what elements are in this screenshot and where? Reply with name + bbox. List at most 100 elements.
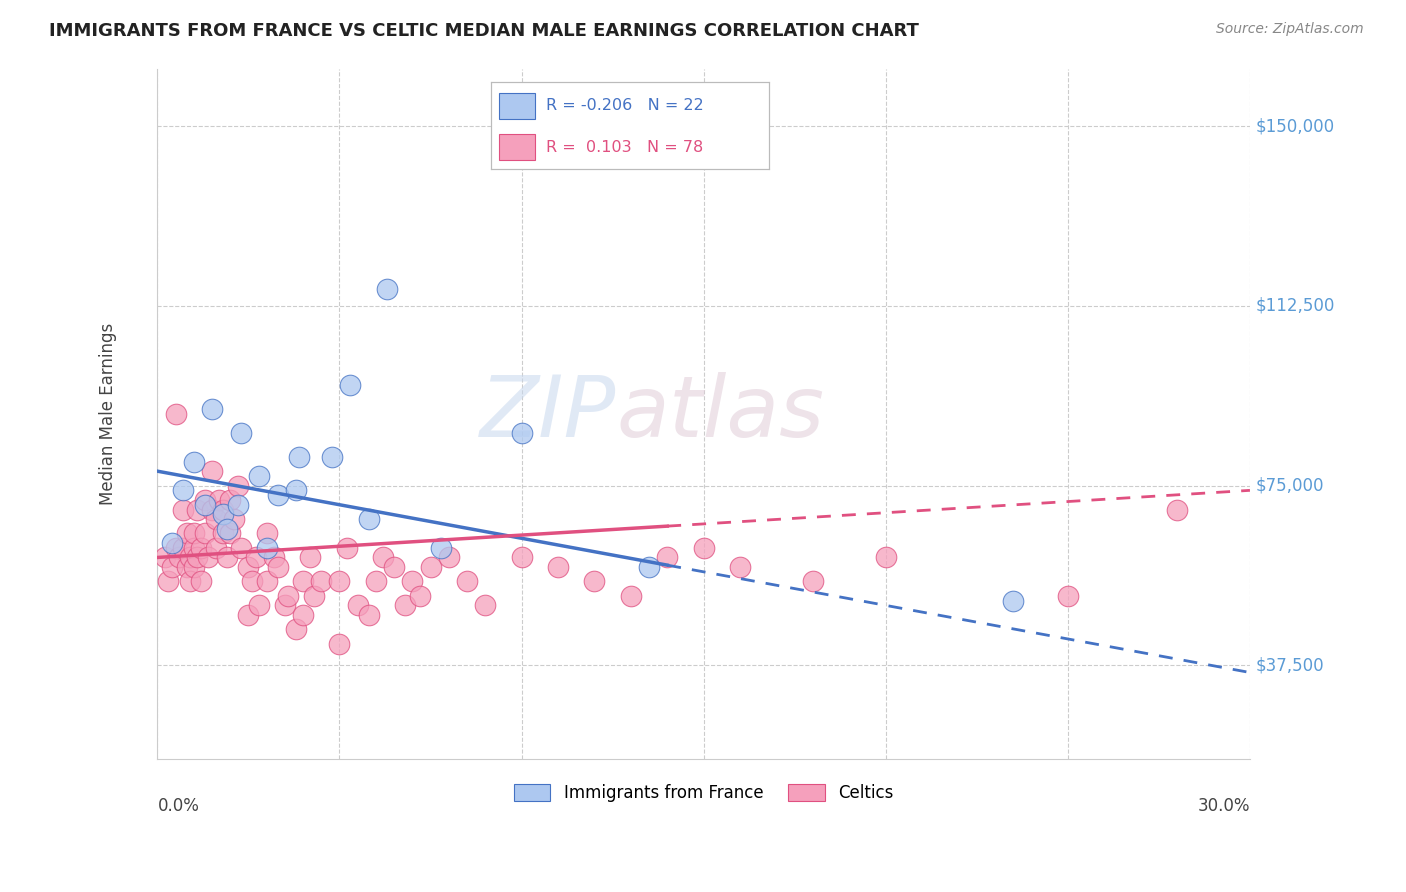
Point bbox=[328, 637, 350, 651]
Text: 30.0%: 30.0% bbox=[1198, 797, 1250, 814]
Point bbox=[215, 550, 238, 565]
Legend: Immigrants from France, Celtics: Immigrants from France, Celtics bbox=[508, 778, 900, 809]
Text: IMMIGRANTS FROM FRANCE VS CELTIC MEDIAN MALE EARNINGS CORRELATION CHART: IMMIGRANTS FROM FRANCE VS CELTIC MEDIAN … bbox=[49, 22, 920, 40]
Point bbox=[302, 589, 325, 603]
Point bbox=[160, 560, 183, 574]
Point bbox=[240, 574, 263, 589]
Point bbox=[336, 541, 359, 555]
Text: atlas: atlas bbox=[616, 372, 824, 455]
Point bbox=[165, 407, 187, 421]
Point bbox=[194, 498, 217, 512]
Point bbox=[419, 560, 441, 574]
Point bbox=[284, 483, 307, 498]
Text: Median Male Earnings: Median Male Earnings bbox=[100, 323, 117, 505]
Text: $150,000: $150,000 bbox=[1256, 117, 1334, 135]
Point bbox=[728, 560, 751, 574]
Point bbox=[357, 607, 380, 622]
Point bbox=[201, 464, 224, 478]
Point bbox=[801, 574, 824, 589]
Point bbox=[430, 541, 453, 555]
Point bbox=[266, 560, 288, 574]
Point bbox=[153, 550, 176, 565]
Point bbox=[401, 574, 423, 589]
Point bbox=[179, 574, 201, 589]
Point bbox=[197, 550, 219, 565]
Point bbox=[375, 282, 398, 296]
Point bbox=[201, 502, 224, 516]
Point bbox=[1002, 593, 1025, 607]
Point bbox=[692, 541, 714, 555]
Point bbox=[256, 541, 278, 555]
Point bbox=[277, 589, 299, 603]
Point bbox=[172, 483, 194, 498]
Point bbox=[245, 550, 267, 565]
Point bbox=[186, 502, 208, 516]
Point bbox=[339, 377, 361, 392]
Point bbox=[172, 541, 194, 555]
Text: $112,500: $112,500 bbox=[1256, 297, 1334, 315]
Point bbox=[208, 492, 231, 507]
Point bbox=[215, 522, 238, 536]
Point bbox=[183, 526, 205, 541]
Point bbox=[157, 574, 180, 589]
Point bbox=[176, 526, 198, 541]
Point bbox=[292, 574, 315, 589]
Point bbox=[408, 589, 430, 603]
Point bbox=[219, 526, 242, 541]
Point bbox=[238, 560, 260, 574]
Text: Source: ZipAtlas.com: Source: ZipAtlas.com bbox=[1216, 22, 1364, 37]
Text: $37,500: $37,500 bbox=[1256, 657, 1324, 674]
Point bbox=[190, 541, 212, 555]
Point bbox=[256, 526, 278, 541]
Point bbox=[346, 599, 368, 613]
Point bbox=[247, 469, 270, 483]
Point bbox=[183, 541, 205, 555]
Point bbox=[194, 526, 217, 541]
Point bbox=[373, 550, 395, 565]
Point bbox=[212, 526, 235, 541]
Point bbox=[394, 599, 416, 613]
Point bbox=[266, 488, 288, 502]
Point bbox=[638, 560, 661, 574]
Point bbox=[364, 574, 387, 589]
Point bbox=[238, 607, 260, 622]
Point bbox=[226, 478, 249, 492]
Point bbox=[292, 607, 315, 622]
Point bbox=[510, 425, 533, 440]
Point bbox=[1166, 502, 1188, 516]
Point bbox=[231, 425, 253, 440]
Point bbox=[620, 589, 643, 603]
Text: ZIP: ZIP bbox=[479, 372, 616, 455]
Point bbox=[547, 560, 569, 574]
Point bbox=[194, 492, 217, 507]
Point bbox=[474, 599, 496, 613]
Point bbox=[212, 502, 235, 516]
Point bbox=[328, 574, 350, 589]
Point bbox=[274, 599, 297, 613]
Point bbox=[204, 512, 226, 526]
Point bbox=[160, 536, 183, 550]
Point bbox=[219, 492, 242, 507]
Point bbox=[1056, 589, 1078, 603]
Point bbox=[222, 512, 245, 526]
Point bbox=[190, 574, 212, 589]
Point bbox=[231, 541, 253, 555]
Text: 0.0%: 0.0% bbox=[157, 797, 200, 814]
Point bbox=[201, 401, 224, 416]
Point bbox=[263, 550, 285, 565]
Point bbox=[256, 574, 278, 589]
Point bbox=[183, 454, 205, 468]
Text: $75,000: $75,000 bbox=[1256, 476, 1324, 494]
Point bbox=[311, 574, 333, 589]
Point bbox=[382, 560, 405, 574]
Point bbox=[510, 550, 533, 565]
Point bbox=[284, 623, 307, 637]
Point bbox=[657, 550, 679, 565]
Point bbox=[176, 560, 198, 574]
Point bbox=[321, 450, 343, 464]
Point bbox=[172, 502, 194, 516]
Point bbox=[179, 550, 201, 565]
Point bbox=[299, 550, 322, 565]
Point bbox=[247, 599, 270, 613]
Point bbox=[288, 450, 311, 464]
